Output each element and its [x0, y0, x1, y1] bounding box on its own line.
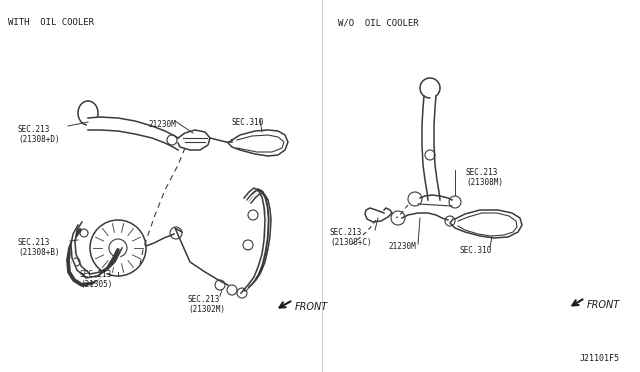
- Text: SEC.310: SEC.310: [460, 246, 492, 255]
- Text: SEC.213
(21302M): SEC.213 (21302M): [188, 295, 225, 314]
- Text: W/O  OIL COOLER: W/O OIL COOLER: [338, 18, 419, 27]
- Text: J21101F5: J21101F5: [580, 354, 620, 363]
- Text: 21230M: 21230M: [148, 120, 176, 129]
- Text: SEC.213
(21308+D): SEC.213 (21308+D): [18, 125, 60, 144]
- Text: SEC.213
(21308+C): SEC.213 (21308+C): [330, 228, 372, 247]
- Text: SEC.213
(21305): SEC.213 (21305): [80, 270, 113, 289]
- Text: FRONT: FRONT: [295, 302, 328, 312]
- Text: SEC.213
(21308+B): SEC.213 (21308+B): [18, 238, 60, 257]
- Text: WITH  OIL COOLER: WITH OIL COOLER: [8, 18, 94, 27]
- Text: 21230M: 21230M: [388, 242, 416, 251]
- Text: SEC.310: SEC.310: [232, 118, 264, 127]
- Text: SEC.213
(21308M): SEC.213 (21308M): [466, 168, 503, 187]
- Text: FRONT: FRONT: [587, 300, 620, 310]
